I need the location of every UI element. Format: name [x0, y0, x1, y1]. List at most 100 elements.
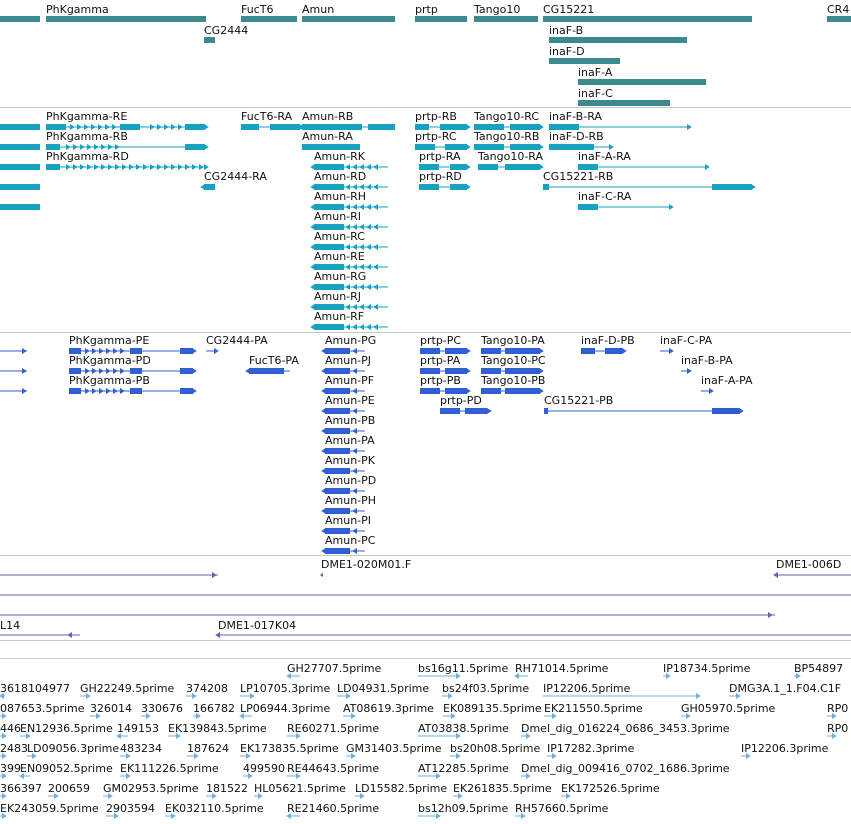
exon-block[interactable] — [69, 348, 81, 354]
protein-label[interactable]: Amun-PK — [325, 454, 375, 467]
mrna-label[interactable]: PhKgamma-RD — [46, 150, 129, 163]
protein-label[interactable]: prtp-PD — [440, 394, 482, 407]
exon-block[interactable] — [481, 348, 501, 354]
exon-block[interactable] — [270, 124, 300, 130]
exon-block[interactable] — [445, 348, 467, 354]
protein-label[interactable]: prtp-PC — [420, 334, 462, 347]
exon-block[interactable] — [440, 124, 467, 130]
est-label[interactable]: 483234 — [120, 742, 162, 755]
exon-block[interactable] — [314, 204, 344, 210]
est-label[interactable]: GH27707.5prime — [287, 662, 382, 675]
mrna-label[interactable]: CG2444-RA — [204, 170, 267, 183]
exon-block[interactable] — [578, 164, 598, 170]
exon-block[interactable] — [0, 184, 40, 190]
est-label[interactable]: AT03838.5prime — [418, 722, 509, 735]
protein-label[interactable]: Amun-PA — [325, 434, 375, 447]
mrna-label[interactable]: inaF-A-RA — [578, 150, 631, 163]
mrna-label[interactable]: Amun-RG — [314, 270, 367, 283]
est-label[interactable]: 2483 — [0, 742, 28, 755]
exon-block[interactable] — [481, 388, 501, 394]
exon-block[interactable] — [578, 204, 598, 210]
exon-block[interactable] — [314, 224, 344, 230]
est-label[interactable]: EK243059.5prime — [0, 802, 99, 815]
protein-label[interactable]: PhKgamma-PE — [69, 334, 150, 347]
est-label[interactable]: Dmel_dig_009416_0702_1686.3prime — [521, 762, 730, 775]
gene-label[interactable]: CR4 — [827, 3, 850, 16]
est-label[interactable]: 187624 — [187, 742, 229, 755]
exon-block[interactable] — [325, 428, 350, 434]
protein-label[interactable]: FucT6-PA — [249, 354, 299, 367]
protein-label[interactable]: inaF-C-PA — [660, 334, 713, 347]
est-label[interactable]: EK111226.5prime — [120, 762, 219, 775]
exon-block[interactable] — [445, 368, 467, 374]
exon-block[interactable] — [46, 144, 60, 150]
gene-bar[interactable] — [241, 16, 297, 22]
gene-label[interactable]: CG2444 — [204, 24, 249, 37]
mrna-label[interactable]: Amun-RC — [314, 230, 365, 243]
exon-block[interactable] — [46, 164, 60, 170]
protein-label[interactable]: inaF-D-PB — [581, 334, 635, 347]
exon-block[interactable] — [505, 348, 540, 354]
mrna-label[interactable]: inaF-C-RA — [578, 190, 632, 203]
est-label[interactable]: 087653.5prime — [0, 702, 85, 715]
exon-block[interactable] — [0, 124, 40, 130]
est-label[interactable]: EK172526.5prime — [561, 782, 660, 795]
exon-block[interactable] — [314, 244, 344, 250]
est-label[interactable]: BP54897 — [794, 662, 844, 675]
mrna-label[interactable]: Amun-RH — [314, 190, 367, 203]
exon-block[interactable] — [180, 388, 193, 394]
est-label[interactable]: EK032110.5prime — [165, 802, 264, 815]
gene-label[interactable]: inaF-D — [549, 45, 585, 58]
gene-bar[interactable] — [543, 16, 752, 22]
exon-block[interactable] — [46, 124, 66, 130]
protein-label[interactable]: Tango10-PB — [481, 374, 546, 387]
exon-block[interactable] — [419, 164, 439, 170]
est-label[interactable]: bs12h09.5prime — [418, 802, 509, 815]
est-label[interactable]: RE60271.5prime — [287, 722, 380, 735]
est-label[interactable]: 181522 — [206, 782, 248, 795]
gene-bar[interactable] — [549, 37, 687, 43]
est-label[interactable]: LD15582.5prime — [355, 782, 448, 795]
mrna-label[interactable]: Amun-RJ — [314, 290, 362, 303]
est-label[interactable]: EK211550.5prime — [544, 702, 643, 715]
est-label[interactable]: EN12936.5prime — [20, 722, 113, 735]
gene-bar[interactable] — [302, 16, 395, 22]
est-label[interactable]: IP18734.5prime — [663, 662, 751, 675]
est-label[interactable]: 3618104977 — [0, 682, 70, 695]
clone-label[interactable]: DME1-006D — [776, 558, 842, 571]
exon-block[interactable] — [368, 124, 395, 130]
protein-label[interactable]: Amun-PC — [325, 534, 376, 547]
exon-block[interactable] — [605, 348, 623, 354]
exon-block[interactable] — [180, 368, 193, 374]
exon-block[interactable] — [505, 388, 540, 394]
est-label[interactable]: 326014 — [90, 702, 132, 715]
exon-block[interactable] — [325, 348, 350, 354]
exon-block[interactable] — [510, 124, 540, 130]
exon-block[interactable] — [314, 264, 344, 270]
exon-block[interactable] — [302, 124, 362, 130]
est-label[interactable]: RE44643.5prime — [287, 762, 380, 775]
gene-label[interactable]: CG15221 — [543, 3, 595, 16]
exon-block[interactable] — [130, 368, 142, 374]
est-label[interactable]: 200659 — [48, 782, 90, 795]
protein-label[interactable]: Amun-PF — [325, 374, 375, 387]
exon-block[interactable] — [130, 388, 142, 394]
est-label[interactable]: 366397 — [0, 782, 42, 795]
est-label[interactable]: RP0 — [827, 722, 849, 735]
est-label[interactable]: AT12285.5prime — [418, 762, 509, 775]
protein-label[interactable]: Amun-PE — [325, 394, 375, 407]
est-label[interactable]: EK089135.5prime — [443, 702, 542, 715]
est-label[interactable]: 149153 — [117, 722, 159, 735]
protein-label[interactable]: Amun-PI — [325, 514, 372, 527]
clone-label[interactable]: DME1-017K04 — [218, 619, 297, 632]
exon-block[interactable] — [419, 184, 439, 190]
est-label[interactable]: RH57660.5prime — [515, 802, 609, 815]
est-label[interactable]: GM31403.5prime — [346, 742, 442, 755]
est-label[interactable]: 330676 — [141, 702, 183, 715]
gene-label[interactable]: Tango10 — [474, 3, 521, 16]
gene-bar[interactable] — [474, 16, 538, 22]
gene-label[interactable]: PhKgamma — [46, 3, 109, 16]
protein-label[interactable]: Tango10-PC — [481, 354, 546, 367]
est-label[interactable]: IP12206.5prime — [543, 682, 631, 695]
